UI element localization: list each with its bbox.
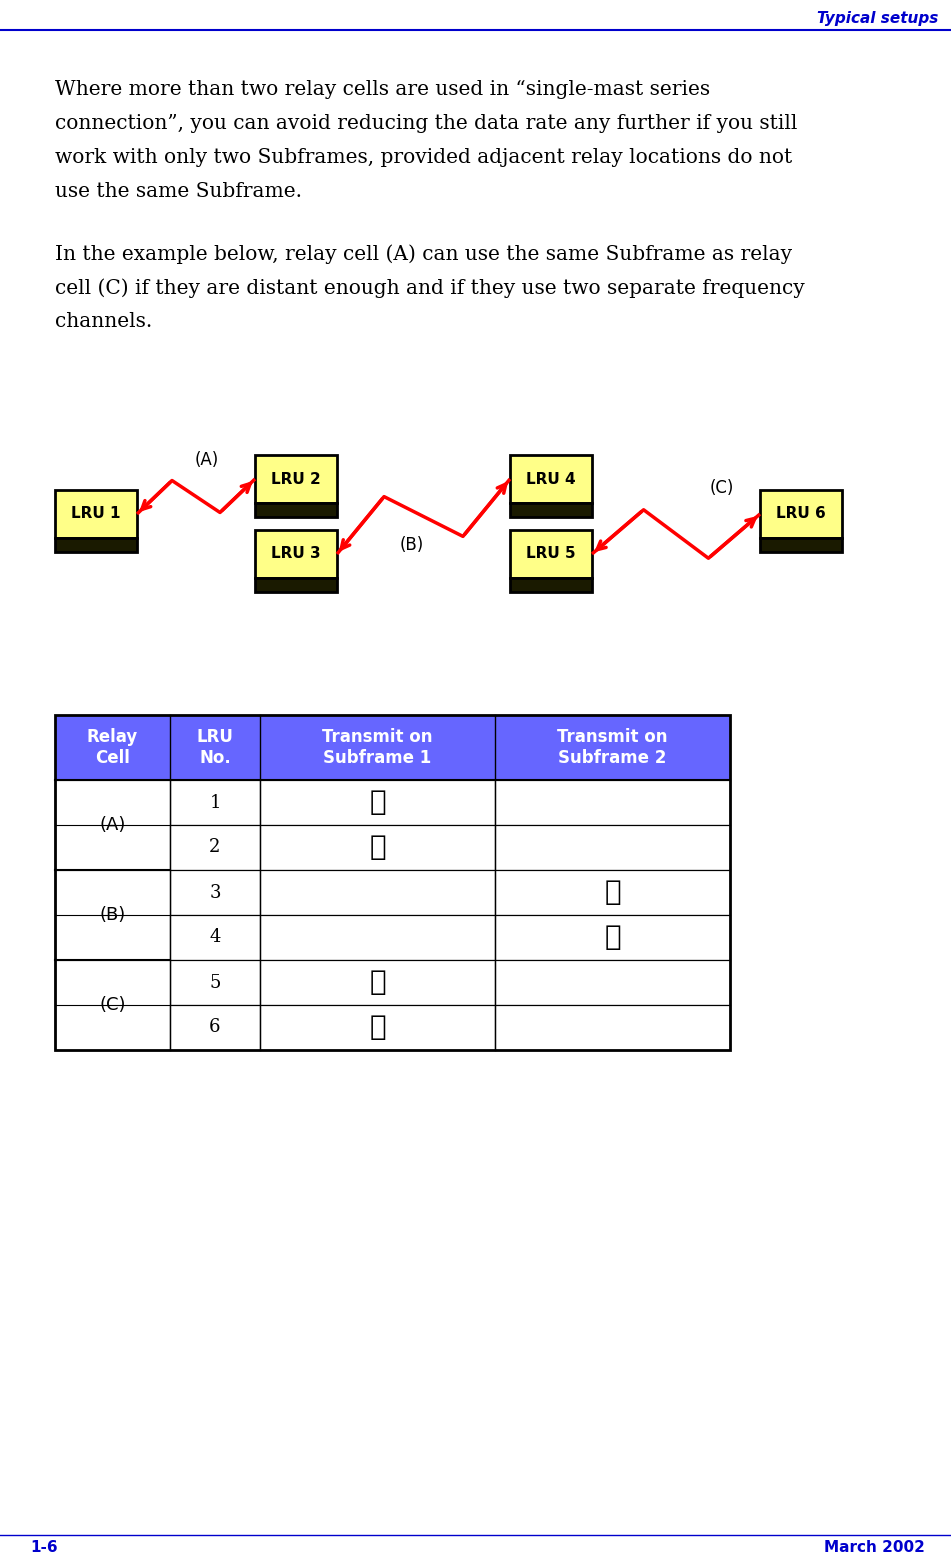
Bar [495, 959, 730, 1005]
Text: 3: 3 [209, 883, 221, 902]
Bar [495, 714, 730, 780]
Text: use the same Subframe.: use the same Subframe. [55, 183, 302, 201]
Text: LRU 2: LRU 2 [271, 471, 320, 487]
Text: channels.: channels. [55, 312, 152, 331]
Bar [510, 530, 592, 579]
Bar [260, 714, 495, 780]
Bar [55, 959, 170, 1050]
Bar [495, 780, 730, 825]
Text: ✓: ✓ [604, 878, 621, 906]
Text: LRU 5: LRU 5 [526, 546, 575, 562]
Text: 2: 2 [209, 839, 221, 856]
Bar [170, 714, 260, 780]
Bar [170, 870, 260, 916]
Text: (A): (A) [99, 816, 126, 835]
Bar [260, 959, 495, 1005]
Text: Transmit on
Subframe 2: Transmit on Subframe 2 [557, 729, 668, 768]
Bar [760, 538, 842, 552]
Bar [55, 870, 170, 916]
Text: ✓: ✓ [604, 924, 621, 952]
Bar [260, 1005, 495, 1050]
Bar [55, 780, 170, 825]
Bar [255, 530, 337, 579]
Bar [55, 780, 170, 870]
Text: (B): (B) [99, 906, 126, 924]
Text: ✓: ✓ [369, 1014, 386, 1041]
Text: work with only two Subframes, provided adjacent relay locations do not: work with only two Subframes, provided a… [55, 148, 792, 167]
Bar [255, 456, 337, 502]
Text: LRU
No.: LRU No. [197, 729, 233, 768]
Bar [510, 579, 592, 591]
Bar [55, 490, 137, 538]
Bar [510, 456, 592, 502]
Text: (C): (C) [99, 995, 126, 1014]
Bar [260, 825, 495, 870]
Bar [55, 1005, 170, 1050]
Bar [170, 1005, 260, 1050]
Bar [255, 579, 337, 591]
Bar [170, 916, 260, 959]
Text: 6: 6 [209, 1019, 221, 1036]
Text: 5: 5 [209, 973, 221, 992]
Text: ✓: ✓ [369, 789, 386, 816]
Bar [260, 870, 495, 916]
Bar [55, 916, 170, 959]
Text: Transmit on
Subframe 1: Transmit on Subframe 1 [322, 729, 433, 768]
Text: LRU 4: LRU 4 [526, 471, 575, 487]
Bar [495, 1005, 730, 1050]
Text: 4: 4 [209, 928, 221, 947]
Text: cell (C) if they are distant enough and if they use two separate frequency: cell (C) if they are distant enough and … [55, 278, 805, 298]
Bar [170, 959, 260, 1005]
Bar [255, 502, 337, 516]
Bar [170, 825, 260, 870]
Text: LRU 1: LRU 1 [71, 507, 121, 521]
Text: Relay
Cell: Relay Cell [87, 729, 138, 768]
Bar [55, 538, 137, 552]
Bar [510, 502, 592, 516]
Text: March 2002: March 2002 [825, 1541, 925, 1555]
Bar [55, 714, 170, 780]
Text: In the example below, relay cell (A) can use the same Subframe as relay: In the example below, relay cell (A) can… [55, 243, 792, 264]
Bar [495, 825, 730, 870]
Text: Where more than two relay cells are used in “single-mast series: Where more than two relay cells are used… [55, 80, 710, 100]
Bar [55, 959, 170, 1005]
Text: Typical setups: Typical setups [817, 11, 938, 25]
Bar [55, 825, 170, 870]
Bar [55, 870, 170, 959]
Bar [260, 916, 495, 959]
Text: LRU 6: LRU 6 [776, 507, 825, 521]
Bar [260, 780, 495, 825]
Text: ✓: ✓ [369, 969, 386, 995]
Text: ✓: ✓ [369, 835, 386, 861]
Bar [760, 490, 842, 538]
Text: connection”, you can avoid reducing the data rate any further if you still: connection”, you can avoid reducing the … [55, 114, 797, 133]
Bar [495, 870, 730, 916]
Text: (C): (C) [710, 479, 734, 498]
Text: (B): (B) [400, 537, 424, 554]
Text: 1: 1 [209, 794, 221, 811]
Bar [170, 780, 260, 825]
Bar [55, 714, 730, 1050]
Text: 1-6: 1-6 [30, 1541, 58, 1555]
Bar [495, 916, 730, 959]
Text: LRU 3: LRU 3 [271, 546, 320, 562]
Text: (A): (A) [195, 451, 220, 470]
